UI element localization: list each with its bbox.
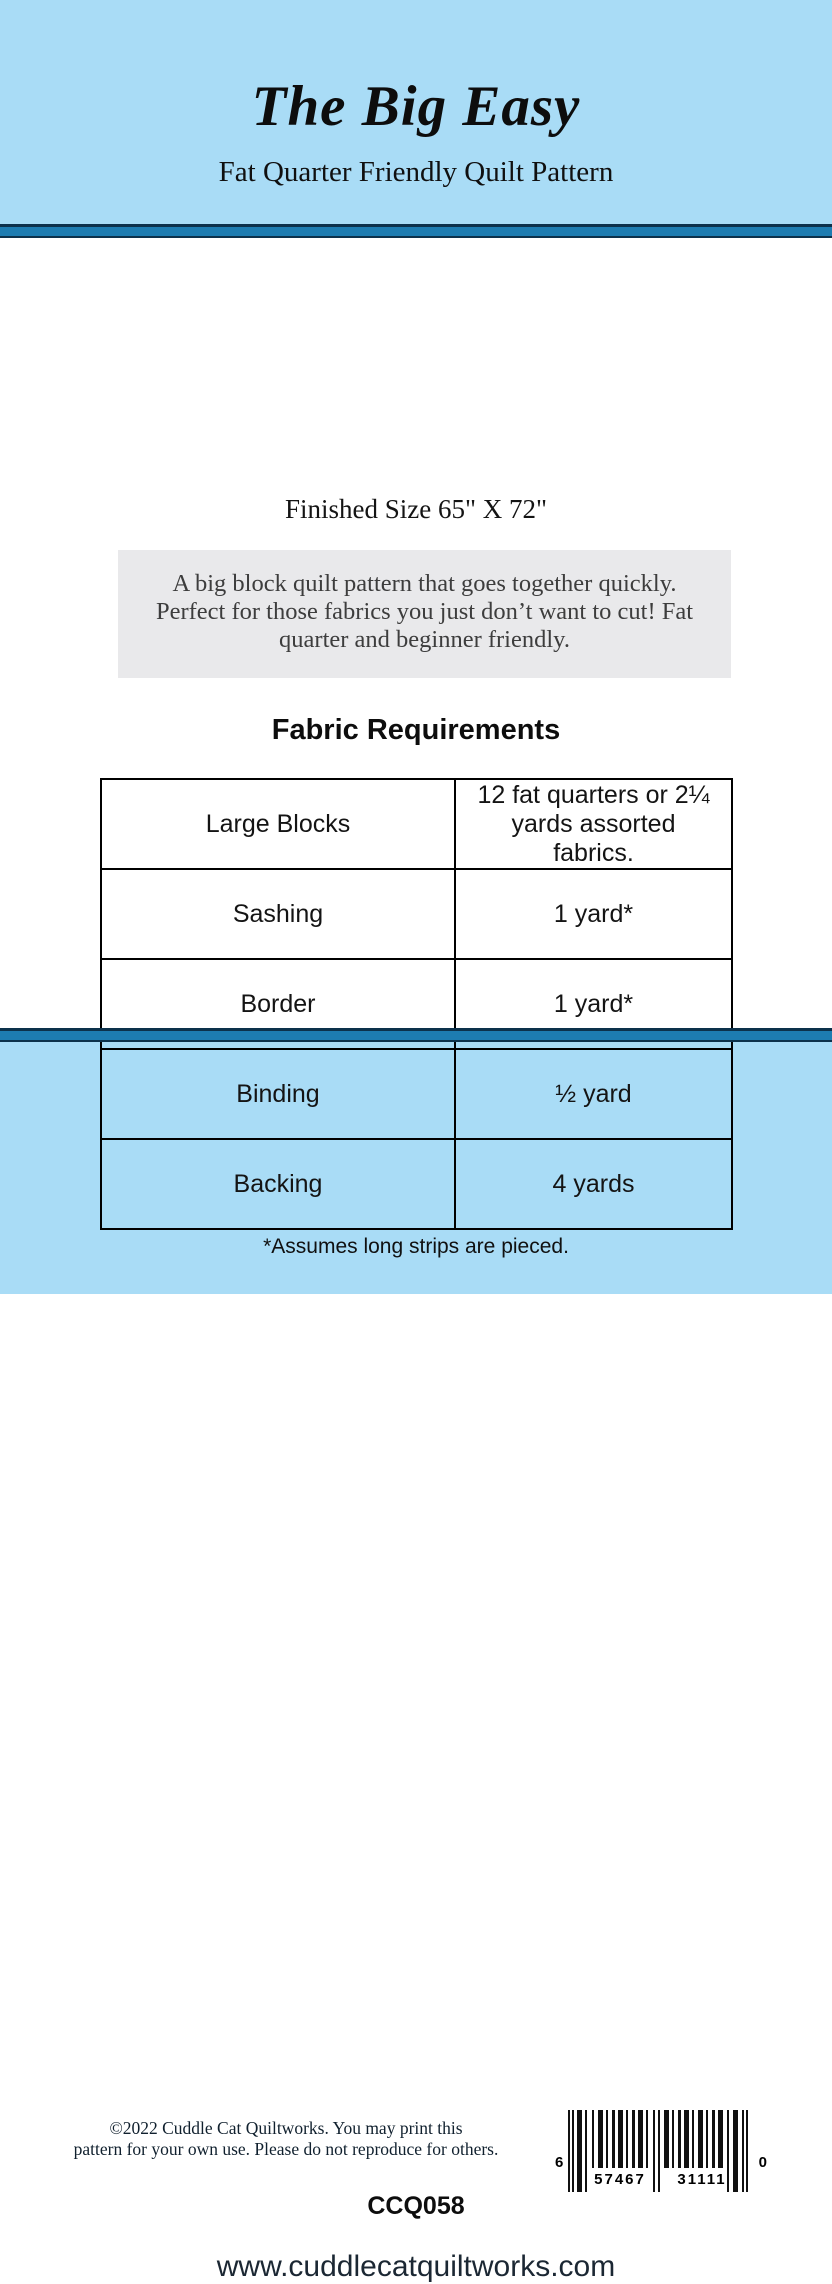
footnote-text: *Assumes long strips are pieced.	[263, 1235, 569, 1258]
table-cell-amount: 12 fat quarters or 2¼ yards assorted fab…	[454, 778, 733, 870]
table-row: Large Blocks 12 fat quarters or 2¼ yards…	[100, 778, 733, 870]
header: The Big Easy Fat Quarter Friendly Quilt …	[0, 0, 832, 224]
finished-size-text: Finished Size 65" X 72"	[284, 494, 548, 524]
divider-bar-top	[0, 224, 832, 238]
table-cell-amount: ½ yard	[454, 1048, 733, 1140]
table-row: Sashing 1 yard*	[100, 868, 733, 960]
footer: ©2022 Cuddle Cat Quiltworks. You may pri…	[0, 1042, 832, 2283]
pattern-title: The Big Easy	[251, 75, 581, 138]
fabric-requirements-heading: Fabric Requirements	[271, 714, 561, 746]
table-row: Backing 4 yards	[100, 1138, 733, 1230]
table-cell-item: Binding	[100, 1048, 456, 1140]
description-box: A big block quilt pattern that goes toge…	[118, 550, 731, 678]
table-cell-item: Backing	[100, 1138, 456, 1230]
barcode-group2: 31111	[677, 2171, 727, 2188]
copyright-line: ©2022 Cuddle Cat Quiltworks. You may pri…	[109, 2118, 463, 2138]
table-cell-item: Sashing	[100, 868, 456, 960]
table-cell-item: Large Blocks	[100, 778, 456, 870]
barcode-group1: 57467	[594, 2171, 646, 2188]
barcode-left-digit: 6	[555, 2154, 564, 2171]
divider-bar-bottom	[0, 1028, 832, 1042]
table-cell-amount: 4 yards	[454, 1138, 733, 1230]
copyright-text: ©2022 Cuddle Cat Quiltworks. You may pri…	[58, 2118, 514, 2159]
pattern-subtitle: Fat Quarter Friendly Quilt Pattern	[218, 156, 614, 188]
upc-barcode: 6 57467 31111 0	[552, 2104, 770, 2200]
table-row: Binding ½ yard	[100, 1048, 733, 1140]
copyright-line: pattern for your own use. Please do not …	[73, 2138, 499, 2159]
table-cell-amount: 1 yard*	[454, 868, 733, 960]
barcode-bars-graphic	[552, 2104, 770, 2200]
pattern-number: CCQ058	[367, 2192, 465, 2220]
content-area: Finished Size 65" X 72" A big block quil…	[0, 238, 832, 1258]
website-url: www.cuddlecatquiltworks.com	[216, 2250, 616, 2283]
barcode-right-digit: 0	[758, 2154, 767, 2171]
